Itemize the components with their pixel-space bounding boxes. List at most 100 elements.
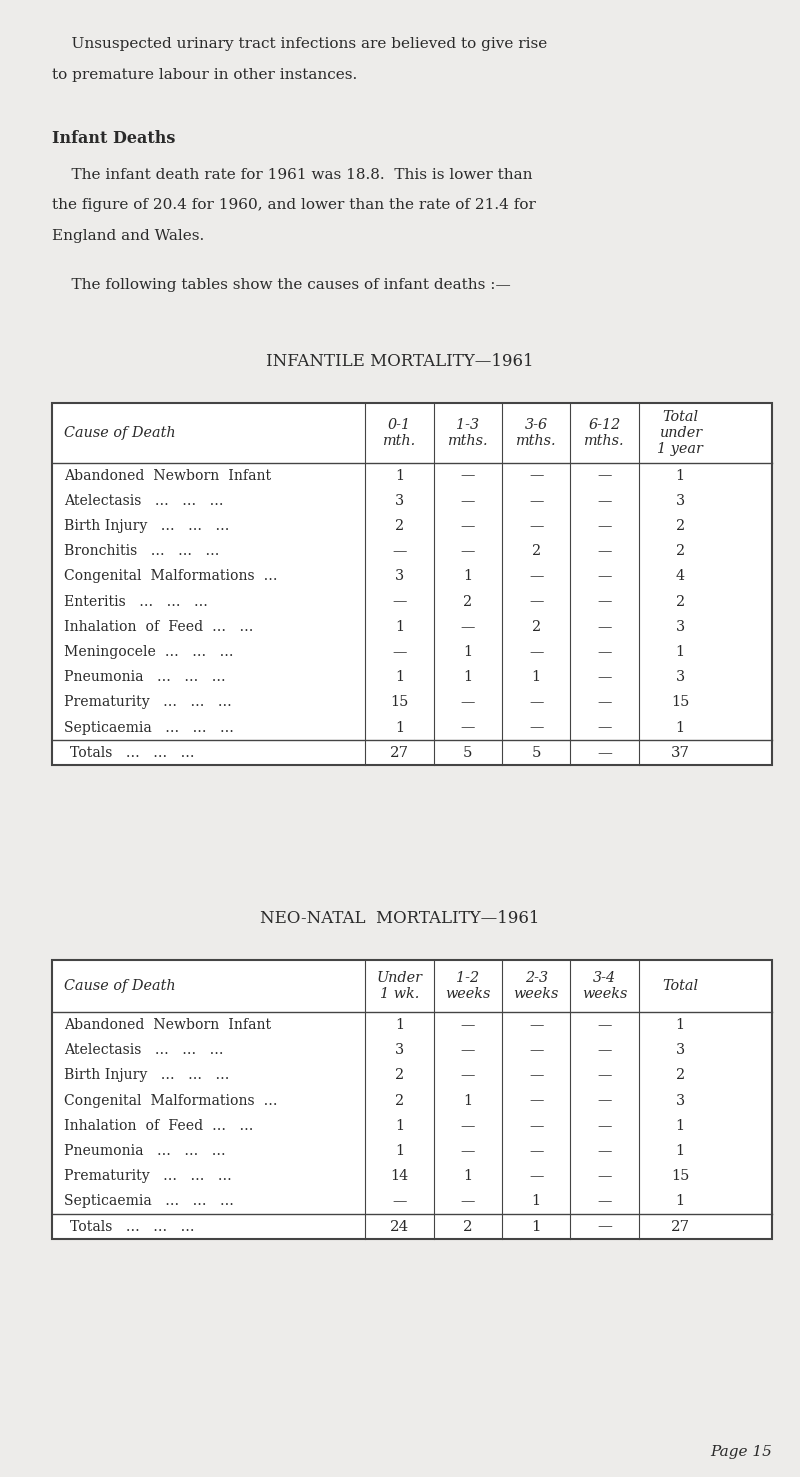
Text: 6-12
mths.: 6-12 mths. — [584, 418, 625, 448]
Text: 3: 3 — [675, 493, 685, 508]
Text: Page 15: Page 15 — [710, 1445, 772, 1459]
Text: —: — — [598, 1145, 612, 1158]
Text: 2: 2 — [676, 595, 685, 609]
Text: —: — — [598, 696, 612, 709]
Text: Prematurity   ...   ...   ...: Prematurity ... ... ... — [64, 1170, 232, 1183]
Text: —: — — [392, 645, 406, 659]
Text: —: — — [529, 1093, 543, 1108]
Text: —: — — [392, 1195, 406, 1208]
Text: 1-2
weeks: 1-2 weeks — [445, 972, 490, 1001]
Text: Unsuspected urinary tract infections are believed to give rise: Unsuspected urinary tract infections are… — [52, 37, 547, 52]
Text: 2-3
weeks: 2-3 weeks — [514, 972, 559, 1001]
Text: 1: 1 — [463, 570, 472, 583]
Text: 2: 2 — [676, 544, 685, 558]
Text: —: — — [461, 518, 475, 533]
Text: Atelectasis   ...   ...   ...: Atelectasis ... ... ... — [64, 1043, 223, 1058]
Text: Atelectasis   ...   ...   ...: Atelectasis ... ... ... — [64, 493, 223, 508]
Text: to premature labour in other instances.: to premature labour in other instances. — [52, 68, 358, 81]
Text: Pneumonia   ...   ...   ...: Pneumonia ... ... ... — [64, 1145, 226, 1158]
Text: —: — — [529, 570, 543, 583]
Text: 4: 4 — [676, 570, 685, 583]
Text: 1: 1 — [676, 1118, 685, 1133]
Text: —: — — [529, 468, 543, 483]
Text: —: — — [598, 1118, 612, 1133]
Text: —: — — [598, 595, 612, 609]
Text: 1: 1 — [676, 468, 685, 483]
Text: —: — — [461, 493, 475, 508]
Text: 1: 1 — [395, 1018, 404, 1032]
Text: 37: 37 — [670, 746, 690, 759]
Text: Septicaemia   ...   ...   ...: Septicaemia ... ... ... — [64, 721, 234, 734]
Text: —: — — [598, 1043, 612, 1058]
Text: 2: 2 — [676, 1068, 685, 1083]
Text: —: — — [598, 570, 612, 583]
Text: —: — — [598, 671, 612, 684]
Text: —: — — [529, 1068, 543, 1083]
Text: —: — — [392, 595, 406, 609]
Text: 1-3
mths.: 1-3 mths. — [447, 418, 488, 448]
Text: 2: 2 — [676, 518, 685, 533]
Text: NEO-NATAL  MORTALITY—1961: NEO-NATAL MORTALITY—1961 — [260, 910, 540, 928]
Text: Totals   ...   ...   ...: Totals ... ... ... — [70, 1220, 194, 1233]
Text: Cause of Death: Cause of Death — [64, 979, 176, 994]
Text: 14: 14 — [390, 1170, 409, 1183]
Text: —: — — [529, 1118, 543, 1133]
Text: 3: 3 — [394, 1043, 404, 1058]
Text: Under
1 wk.: Under 1 wk. — [376, 972, 422, 1001]
Text: 1: 1 — [395, 1118, 404, 1133]
Text: 1: 1 — [676, 1195, 685, 1208]
Text: —: — — [598, 1018, 612, 1032]
Text: —: — — [598, 620, 612, 634]
Text: 1: 1 — [395, 721, 404, 734]
Text: —: — — [529, 645, 543, 659]
Text: —: — — [529, 493, 543, 508]
Text: The infant death rate for 1961 was 18.8.  This is lower than: The infant death rate for 1961 was 18.8.… — [52, 168, 533, 182]
Text: 2: 2 — [463, 595, 472, 609]
Text: Abandoned  Newborn  Infant: Abandoned Newborn Infant — [64, 1018, 271, 1032]
Text: 3-4
weeks: 3-4 weeks — [582, 972, 627, 1001]
Bar — [52, 960, 772, 1239]
Text: —: — — [529, 1018, 543, 1032]
Text: —: — — [598, 1170, 612, 1183]
Text: 3: 3 — [675, 1093, 685, 1108]
Text: 2: 2 — [395, 518, 404, 533]
Text: Pneumonia   ...   ...   ...: Pneumonia ... ... ... — [64, 671, 226, 684]
Text: 2: 2 — [532, 544, 541, 558]
Text: Totals   ...   ...   ...: Totals ... ... ... — [70, 746, 194, 759]
Bar — [52, 403, 772, 765]
Text: 1: 1 — [395, 620, 404, 634]
Text: —: — — [461, 1043, 475, 1058]
Text: Congenital  Malformations  ...: Congenital Malformations ... — [64, 570, 278, 583]
Text: —: — — [461, 1118, 475, 1133]
Text: —: — — [598, 645, 612, 659]
Text: 3: 3 — [675, 671, 685, 684]
Text: 1: 1 — [532, 671, 541, 684]
Text: 1: 1 — [463, 1170, 472, 1183]
Text: —: — — [392, 544, 406, 558]
Text: 3-6
mths.: 3-6 mths. — [516, 418, 557, 448]
Text: —: — — [598, 518, 612, 533]
Text: —: — — [461, 544, 475, 558]
Text: —: — — [598, 544, 612, 558]
Text: 3: 3 — [675, 1043, 685, 1058]
Text: —: — — [598, 721, 612, 734]
Text: —: — — [598, 468, 612, 483]
Text: 1: 1 — [395, 468, 404, 483]
Text: —: — — [529, 1043, 543, 1058]
Text: —: — — [461, 721, 475, 734]
Text: 2: 2 — [532, 620, 541, 634]
Text: 27: 27 — [670, 1220, 690, 1233]
Text: —: — — [529, 1145, 543, 1158]
Text: —: — — [529, 721, 543, 734]
Text: 1: 1 — [395, 671, 404, 684]
Text: INFANTILE MORTALITY—1961: INFANTILE MORTALITY—1961 — [266, 353, 534, 371]
Text: 3: 3 — [394, 493, 404, 508]
Text: 1: 1 — [676, 721, 685, 734]
Text: Cause of Death: Cause of Death — [64, 425, 176, 440]
Text: Enteritis   ...   ...   ...: Enteritis ... ... ... — [64, 595, 208, 609]
Text: Bronchitis   ...   ...   ...: Bronchitis ... ... ... — [64, 544, 219, 558]
Text: —: — — [598, 1195, 612, 1208]
Text: —: — — [598, 1068, 612, 1083]
Text: 15: 15 — [671, 1170, 690, 1183]
Text: 1: 1 — [395, 1145, 404, 1158]
